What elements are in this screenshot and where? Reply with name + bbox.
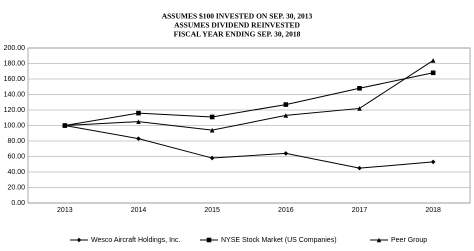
- series-line: [64, 125, 434, 169]
- x-tick-label: 2015: [204, 207, 220, 214]
- y-tick-label: 0.00: [11, 200, 25, 207]
- marker: [357, 106, 362, 111]
- y-tick-label: 80.00: [7, 138, 25, 145]
- marker: [209, 114, 215, 120]
- legend-label: Peer Group: [391, 237, 427, 244]
- series-line: [64, 59, 434, 131]
- chart-title: ASSUMES $100 INVESTED ON SEP. 30, 2013: [162, 12, 313, 21]
- marker: [430, 70, 436, 76]
- marker: [209, 127, 215, 133]
- y-tick-label: 20.00: [7, 184, 25, 191]
- marker: [136, 136, 141, 141]
- y-tick-label: 180.00: [4, 60, 26, 67]
- marker: [136, 119, 141, 124]
- marker: [430, 58, 436, 63]
- y-tick-label: 40.00: [7, 169, 25, 176]
- marker: [376, 237, 382, 243]
- y-tick-label: 160.00: [4, 76, 26, 83]
- marker: [206, 237, 212, 243]
- marker: [76, 237, 82, 243]
- y-tick-label: 140.00: [4, 91, 26, 98]
- x-tick-label: 2018: [425, 207, 441, 214]
- marker: [62, 123, 68, 128]
- x-tick-label: 2016: [278, 207, 294, 214]
- marker: [209, 155, 215, 161]
- marker: [357, 86, 362, 91]
- x-tick-label: 2014: [131, 207, 147, 214]
- marker: [283, 113, 289, 118]
- y-tick-label: 100.00: [4, 122, 26, 129]
- marker: [283, 151, 289, 156]
- marker: [283, 102, 289, 107]
- y-tick-label: 200.00: [4, 45, 26, 52]
- series-line: [64, 72, 434, 126]
- marker: [357, 165, 362, 171]
- marker: [430, 159, 436, 165]
- plot-frame: [27, 47, 471, 204]
- marker: [136, 110, 141, 116]
- y-tick-label: 60.00: [7, 153, 25, 160]
- x-tick-label: 2013: [57, 207, 73, 214]
- x-tick-label: 2017: [352, 207, 368, 214]
- chart-title: FISCAL YEAR ENDING SEP. 30, 2018: [174, 30, 301, 39]
- y-tick-label: 120.00: [4, 107, 26, 114]
- chart-title: ASSUMES DIVIDEND REINVESTED: [174, 21, 300, 30]
- legend-label: NYSE Stock Market (US Companies): [221, 237, 337, 244]
- legend-label: Wesco Aircraft Holdings, Inc.: [91, 237, 180, 244]
